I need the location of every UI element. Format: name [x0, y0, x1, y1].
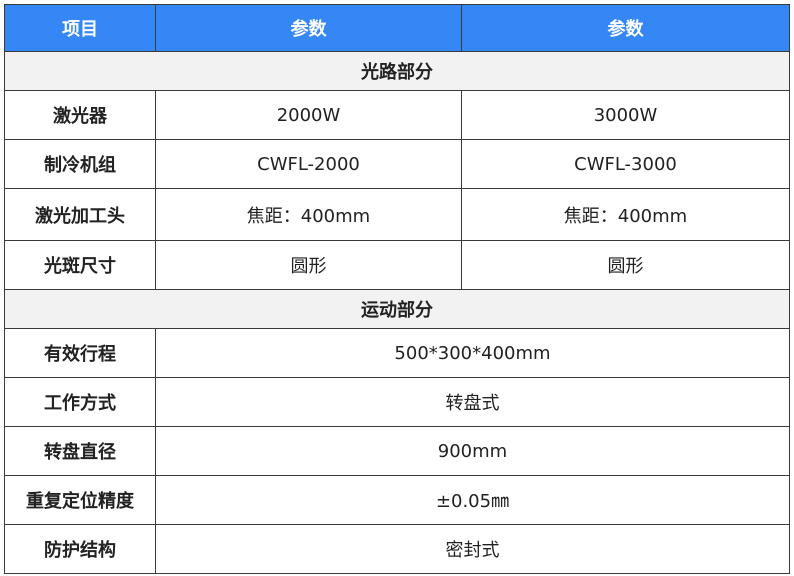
- spec-table: 项目 参数 参数 光路部分 激光器 2000W 3000W 制冷机组 CWFL-200…: [4, 4, 790, 574]
- table-row: 转盘直径 900mm: [4, 426, 790, 476]
- row-label: 工作方式: [4, 377, 156, 427]
- cell: 转盘式: [155, 377, 790, 427]
- cell: 焦距：400mm: [155, 188, 462, 241]
- table-row: 重复定位精度 ±0.05㎜: [4, 475, 790, 525]
- row-label: 转盘直径: [4, 426, 156, 476]
- header-param-2: 参数: [461, 4, 790, 52]
- table-row: 工作方式 转盘式: [4, 377, 790, 427]
- section-row: 运动部分: [4, 289, 790, 329]
- section-row: 光路部分: [4, 51, 790, 91]
- table-row: 激光加工头 焦距：400mm 焦距：400mm: [4, 188, 790, 241]
- header-param-1: 参数: [155, 4, 462, 52]
- table-row: 有效行程 500*300*400mm: [4, 328, 790, 378]
- cell: CWFL-3000: [461, 139, 790, 189]
- cell: 900mm: [155, 426, 790, 476]
- cell: 圆形: [461, 240, 790, 290]
- section-title: 运动部分: [4, 289, 790, 329]
- cell: 焦距：400mm: [461, 188, 790, 241]
- row-label: 制冷机组: [4, 139, 156, 189]
- cell: 圆形: [155, 240, 462, 290]
- table-row: 制冷机组 CWFL-2000 CWFL-3000: [4, 139, 790, 189]
- table-row: 激光器 2000W 3000W: [4, 90, 790, 140]
- section-title: 光路部分: [4, 51, 790, 91]
- cell: ±0.05㎜: [155, 475, 790, 525]
- header-row: 项目 参数 参数: [4, 4, 790, 52]
- row-label: 防护结构: [4, 524, 156, 574]
- cell: 密封式: [155, 524, 790, 574]
- cell: 500*300*400mm: [155, 328, 790, 378]
- cell: 2000W: [155, 90, 462, 140]
- row-label: 光斑尺寸: [4, 240, 156, 290]
- table-row: 光斑尺寸 圆形 圆形: [4, 240, 790, 290]
- table-row: 防护结构 密封式: [4, 524, 790, 574]
- row-label: 重复定位精度: [4, 475, 156, 525]
- header-item: 项目: [4, 4, 156, 52]
- row-label: 有效行程: [4, 328, 156, 378]
- row-label: 激光器: [4, 90, 156, 140]
- row-label: 激光加工头: [4, 188, 156, 241]
- cell: 3000W: [461, 90, 790, 140]
- cell: CWFL-2000: [155, 139, 462, 189]
